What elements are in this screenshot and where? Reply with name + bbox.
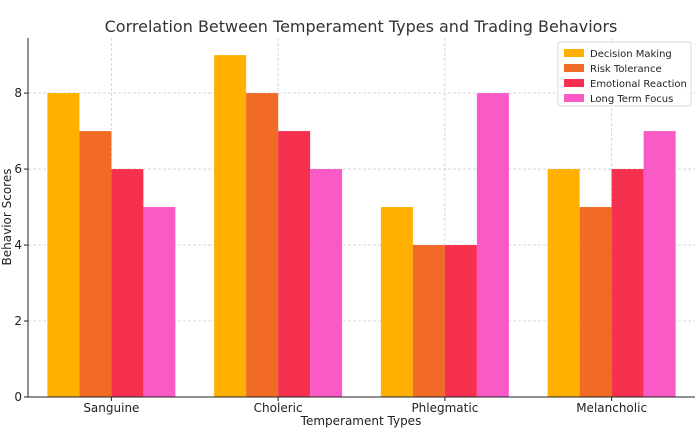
axes (27, 38, 695, 398)
chart-title: Correlation Between Temperament Types an… (105, 17, 618, 36)
bar-long-term-focus-melancholic (643, 131, 676, 397)
legend-label-long-term-focus: Long Term Focus (590, 94, 673, 105)
bar-decision-making-melancholic (547, 169, 580, 397)
x-tick-label-phlegmatic: Phlegmatic (411, 401, 478, 415)
bar-risk-tolerance-choleric (246, 93, 279, 397)
legend-box (557, 41, 692, 107)
bar-risk-tolerance-melancholic (579, 207, 612, 397)
bar-emotional-reaction-sanguine (111, 169, 144, 397)
legend-label-emotional-reaction: Emotional Reaction (590, 79, 687, 90)
y-tick-label: 8 (14, 86, 22, 100)
legend-swatch-long-term-focus (564, 94, 584, 102)
bar-decision-making-choleric (214, 55, 247, 397)
legend-swatch-emotional-reaction (564, 79, 584, 87)
bar-long-term-focus-phlegmatic (476, 93, 509, 397)
bar-decision-making-phlegmatic (380, 207, 413, 397)
bar-decision-making-sanguine (47, 93, 80, 397)
x-tick-label-sanguine: Sanguine (83, 401, 139, 415)
y-axis-label: Behavior Scores (0, 169, 14, 266)
bar-risk-tolerance-phlegmatic (412, 245, 445, 397)
x-axis-label: Temperament Types (300, 414, 422, 428)
legend-swatch-risk-tolerance (564, 64, 584, 72)
y-tick-label: 6 (14, 162, 22, 176)
y-axis-ticks: 0 2 4 6 8 (14, 86, 28, 404)
legend-label-risk-tolerance: Risk Tolerance (590, 64, 662, 75)
bar-risk-tolerance-sanguine (79, 131, 112, 397)
y-tick-label: 0 (14, 390, 22, 404)
legend: Decision Making Risk Tolerance Emotional R… (557, 41, 692, 107)
x-tick-label-choleric: Choleric (254, 401, 303, 415)
bars (47, 55, 676, 397)
bar-emotional-reaction-melancholic (611, 169, 644, 397)
bar-long-term-focus-sanguine (143, 207, 176, 397)
bar-emotional-reaction-phlegmatic (444, 245, 477, 397)
legend-swatch-decision-making (564, 49, 584, 57)
x-tick-label-melancholic: Melancholic (576, 401, 647, 415)
y-tick-label: 2 (14, 314, 22, 328)
bar-long-term-focus-choleric (310, 169, 343, 397)
bar-emotional-reaction-choleric (278, 131, 311, 397)
legend-label-decision-making: Decision Making (590, 49, 672, 60)
x-axis-ticks: Sanguine Choleric Phlegmatic Melancholic (83, 397, 647, 415)
y-tick-label: 4 (14, 238, 22, 252)
